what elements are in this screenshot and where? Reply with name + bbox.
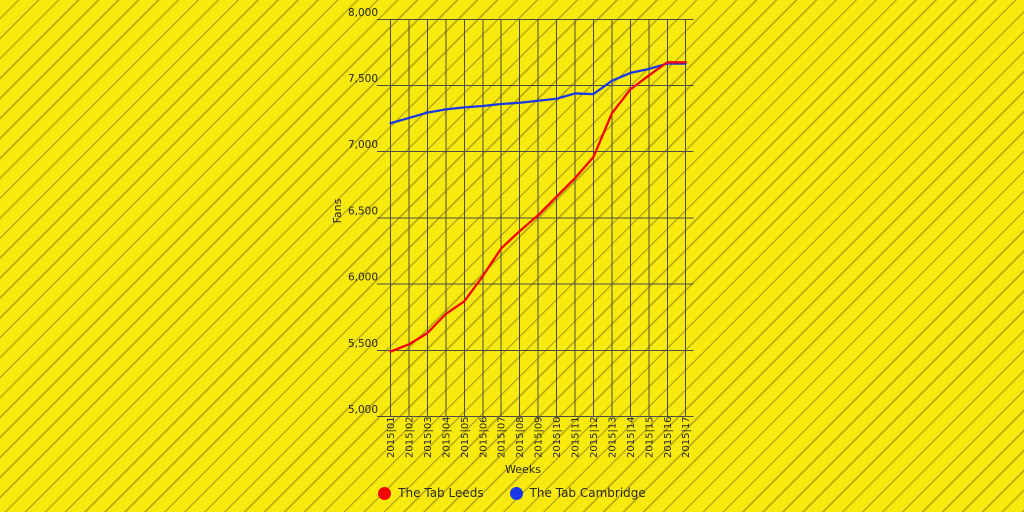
legend-item-cambridge: The Tab Cambridge: [509, 486, 646, 500]
x-axis-title: Weeks: [505, 463, 541, 476]
cambridge-series-marker: [509, 486, 523, 500]
legend-item-leeds: The Tab Leeds: [378, 486, 484, 500]
legend-label-leeds: The Tab Leeds: [398, 486, 484, 500]
x-tick-label: 2015|08: [515, 416, 526, 458]
y-tick-label: 6,500: [348, 205, 378, 217]
series-line-the-tab-leeds: [389, 61, 687, 353]
x-tick-label: 2015|01: [386, 416, 397, 458]
x-tick-label: 2015|09: [534, 416, 545, 458]
x-tick-label: 2015|14: [626, 416, 637, 458]
y-tick-label: 7,000: [348, 139, 378, 151]
legend: The Tab Leeds The Tab Cambridge: [0, 486, 1024, 500]
legend-label-cambridge: The Tab Cambridge: [529, 486, 646, 500]
leeds-series-marker: [378, 486, 392, 500]
x-tick-label: 2015|02: [404, 416, 415, 458]
x-tick-label: 2015|12: [589, 416, 600, 458]
series-line-the-tab-cambridge: [389, 62, 687, 125]
x-tick-label: 2015|15: [644, 416, 655, 458]
y-tick-label: 6,000: [348, 272, 378, 284]
x-tick-label: 2015|17: [681, 416, 692, 458]
x-tick-label: 2015|16: [663, 416, 674, 458]
y-tick-label: 5,500: [348, 338, 378, 350]
x-tick-label: 2015|03: [423, 416, 434, 458]
y-tick-label: 8,000: [348, 7, 378, 19]
x-tick-label: 2015|07: [497, 416, 508, 458]
y-axis-title: Fans: [331, 198, 344, 224]
x-tick-label: 2015|05: [460, 416, 471, 458]
x-tick-label: 2015|11: [571, 416, 582, 458]
x-tick-label: 2015|13: [607, 416, 618, 458]
x-tick-label: 2015|06: [478, 416, 489, 458]
x-tick-label: 2015|04: [441, 416, 452, 458]
x-tick-label: 2015|10: [552, 416, 563, 458]
y-tick-label: 5,000: [348, 404, 378, 416]
y-tick-label: 7,500: [348, 73, 378, 85]
